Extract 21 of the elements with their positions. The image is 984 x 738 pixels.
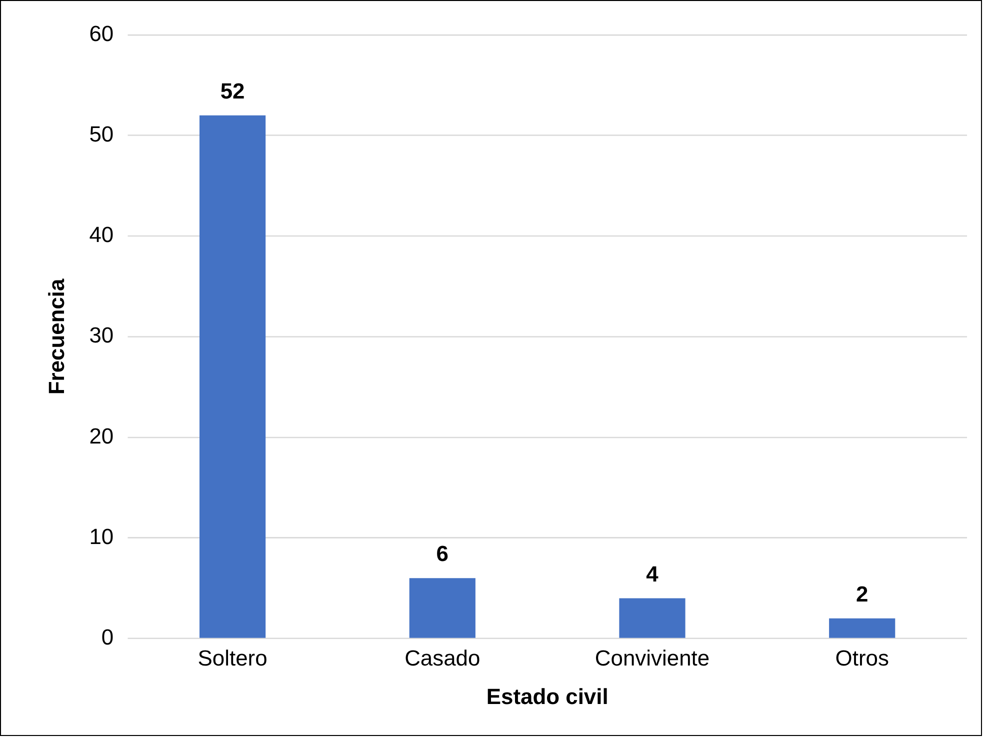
y-tick-label: 40 [89,222,114,248]
y-tick-label: 10 [89,524,114,549]
y-axis-title: Frecuencia [44,278,70,395]
y-tick-label: 50 [89,122,114,147]
y-tick-label: 30 [89,322,114,348]
y-tick-label: 20 [89,423,114,448]
y-tick-label: 60 [89,20,114,46]
x-tick-label: Casado [404,646,480,671]
data-label: 4 [646,561,660,586]
x-tick-label: Conviviente [594,646,710,671]
data-label: 52 [220,78,245,104]
bar [199,115,266,638]
x-axis-title: Estado civil [486,684,608,709]
bar [829,618,896,638]
y-tick-label: 0 [101,624,114,650]
bar [409,578,476,638]
x-tick-label: Soltero [198,646,268,671]
x-tick-label: Otros [835,646,889,671]
data-label: 6 [436,541,448,566]
bar [619,598,686,638]
data-label: 2 [856,581,868,606]
